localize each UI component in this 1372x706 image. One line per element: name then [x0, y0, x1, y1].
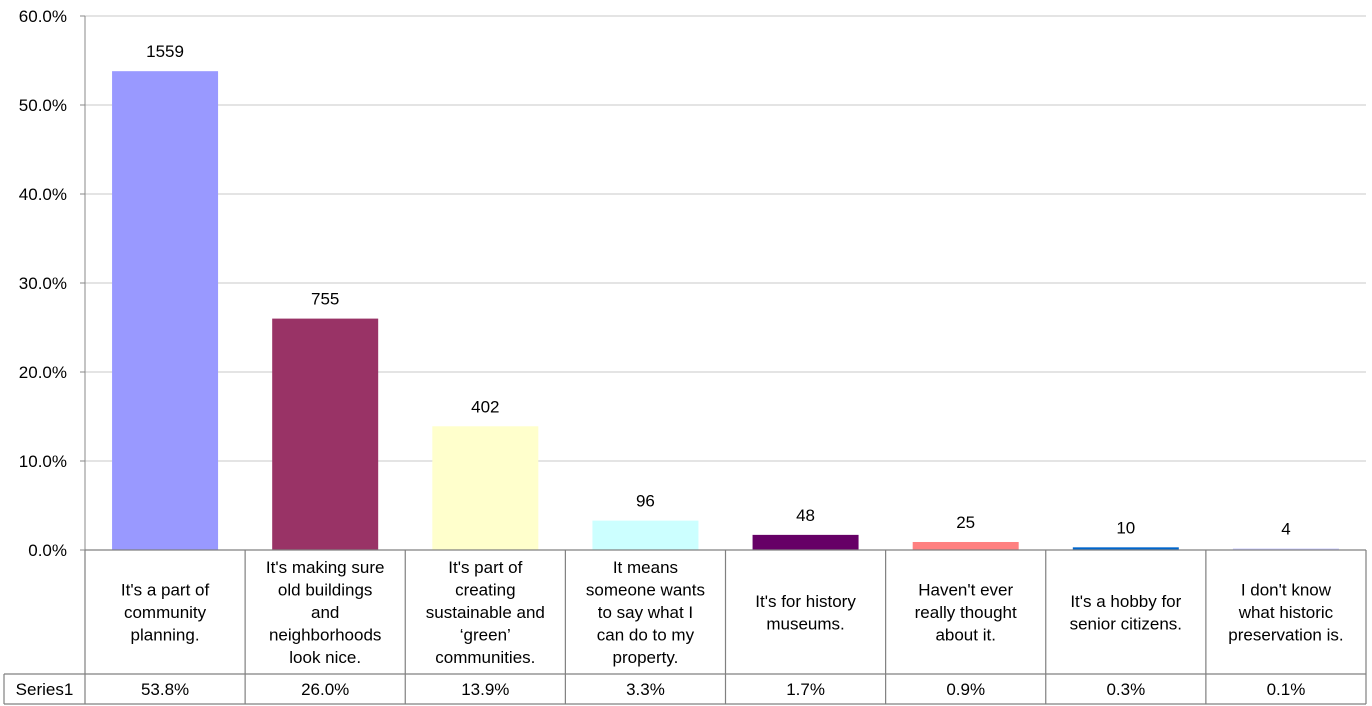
x-category-line: It's a hobby for — [1070, 592, 1181, 611]
data-table: Series1 53.8% 26.0% 13.9% 3.3% 1.7% 0.9% 0.3% 0.… — [3, 673, 1366, 705]
bar — [1072, 547, 1179, 550]
bar — [432, 426, 539, 550]
y-tick-label: 40.0% — [19, 185, 67, 204]
y-tick-label: 60.0% — [19, 7, 67, 26]
x-category-label: It's making sure old buildings and neighbor… — [266, 558, 385, 667]
count-label: 96 — [636, 492, 655, 511]
x-category-label: It's a hobby for senior citizens. — [1070, 592, 1182, 634]
x-category-line: sustainable and — [426, 603, 545, 622]
x-category-line: museums. — [766, 614, 844, 633]
x-category-line: community — [124, 603, 207, 622]
bar — [1232, 548, 1339, 550]
bar — [592, 520, 699, 550]
series-name-label: Series1 — [16, 680, 74, 699]
table-value-label: 13.9% — [461, 680, 509, 699]
count-labels: 1559 755 402 96 48 25 10 4 — [146, 42, 1291, 538]
x-category-line: and — [311, 603, 339, 622]
x-category-line: really thought — [915, 603, 1017, 622]
x-category-line: about it. — [935, 626, 996, 645]
x-category-label: It's for history museums. — [755, 592, 856, 634]
table-value-label: 53.8% — [141, 680, 189, 699]
table-value-label: 26.0% — [301, 680, 349, 699]
x-category-line: It's a part of — [121, 581, 210, 600]
bar — [272, 318, 379, 550]
x-category-line: property. — [613, 648, 679, 667]
x-category-line: ‘green’ — [460, 626, 511, 645]
x-category-line: old buildings — [278, 581, 373, 600]
y-tick-label: 0.0% — [28, 541, 67, 560]
x-category-line: It's making sure — [266, 558, 385, 577]
bar — [752, 534, 859, 550]
x-category-line: I don't know — [1241, 581, 1332, 600]
x-category-label: I don't know what historic preservation is… — [1228, 581, 1343, 645]
x-category-label: It means someone wants to say what I can do… — [586, 558, 705, 667]
bar — [112, 71, 219, 551]
count-label: 25 — [956, 513, 975, 532]
x-category-line: senior citizens. — [1070, 614, 1182, 633]
y-tick-label: 20.0% — [19, 363, 67, 382]
bar — [912, 541, 1019, 550]
x-category-line: preservation is. — [1228, 626, 1343, 645]
x-category-line: planning. — [131, 626, 200, 645]
x-category-line: what historic — [1238, 603, 1334, 622]
x-category-label: It's a part of community planning. — [121, 581, 210, 645]
count-label: 402 — [471, 397, 499, 416]
x-category-line: Haven't ever — [918, 581, 1013, 600]
table-value-label: 0.9% — [946, 680, 985, 699]
y-axis: 0.0% 10.0% 20.0% 30.0% 40.0% 50.0% 60.0% — [19, 7, 86, 560]
x-category-line: to say what I — [598, 603, 693, 622]
y-tick-label: 10.0% — [19, 452, 67, 471]
x-category-line: It's part of — [448, 558, 522, 577]
y-tick-label: 30.0% — [19, 274, 67, 293]
x-category-line: neighborhoods — [269, 626, 381, 645]
x-category-line: someone wants — [586, 581, 705, 600]
bars — [112, 71, 1339, 551]
table-value-label: 3.3% — [626, 680, 665, 699]
x-category-line: can do to my — [597, 626, 695, 645]
x-axis-category-table: It's a part of community planning. It's mak… — [84, 549, 1367, 704]
count-label: 48 — [796, 506, 815, 525]
x-category-line: look nice. — [289, 648, 361, 667]
table-value-label: 0.3% — [1106, 680, 1145, 699]
x-category-line: It means — [613, 558, 678, 577]
count-label: 1559 — [146, 42, 184, 61]
table-value-label: 1.7% — [786, 680, 825, 699]
count-label: 4 — [1281, 520, 1290, 539]
y-tick-label: 50.0% — [19, 96, 67, 115]
x-category-label: Haven't ever really thought about it. — [915, 581, 1017, 645]
x-category-line: creating — [455, 581, 515, 600]
count-label: 755 — [311, 290, 339, 309]
table-value-label: 0.1% — [1267, 680, 1306, 699]
count-label: 10 — [1116, 518, 1135, 537]
x-category-line: It's for history — [755, 592, 856, 611]
x-category-label: It's part of creating sustainable and ‘gree… — [426, 558, 545, 667]
x-category-line: communities. — [435, 648, 535, 667]
